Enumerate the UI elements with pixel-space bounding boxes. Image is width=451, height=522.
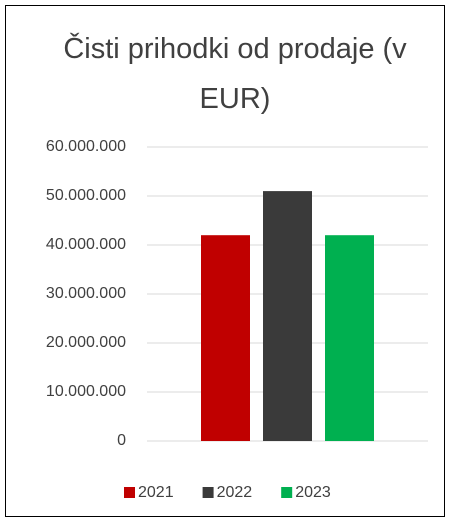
bar — [325, 235, 374, 441]
y-tick-label: 30.000.000 — [46, 285, 126, 302]
bar — [263, 191, 312, 441]
legend-label: 2022 — [217, 484, 253, 501]
y-tick-label: 0 — [117, 432, 126, 449]
chart-title: Čisti prihodki od prodaje (v EUR) — [63, 33, 407, 115]
y-tick-label: 20.000.000 — [46, 334, 126, 351]
y-tick-label: 40.000.000 — [46, 236, 126, 253]
legend-label: 2023 — [295, 484, 331, 501]
y-tick-label: 10.000.000 — [46, 383, 126, 400]
y-tick-label: 50.000.000 — [46, 187, 126, 204]
bar — [201, 235, 250, 441]
legend-swatch — [124, 487, 135, 498]
y-tick-label: 60.000.000 — [46, 138, 126, 155]
legend-label: 2021 — [138, 484, 174, 501]
legend-swatch — [281, 487, 293, 498]
legend-swatch — [202, 487, 214, 498]
